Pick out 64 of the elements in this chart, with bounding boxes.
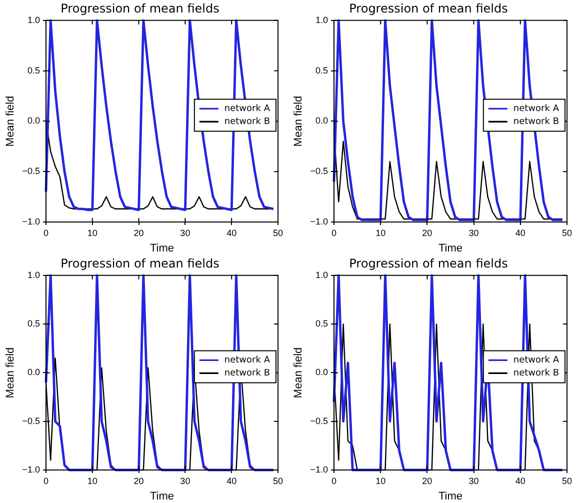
y-tick-label: 0.5 [315,65,328,76]
y-tick-label: 0.0 [27,116,40,126]
x-tick-label: 0 [43,228,48,238]
x-tick-label: 50 [562,476,572,486]
x-tick-label: 0 [43,476,48,486]
y-tick-label: 0.0 [27,367,40,378]
chart-title: Progression of mean fields [60,1,220,16]
y-tick-label: 0.5 [27,65,40,76]
y-tick-label: −0.5 [310,416,328,426]
chart-title: Progression of mean fields [349,1,508,16]
y-tick-label: −1.0 [310,216,328,226]
x-tick-label: 40 [515,476,526,486]
legend-label: network B [224,117,270,128]
y-axis-title: Mean field [292,347,305,398]
legend-label: network B [513,117,560,128]
x-tick-label: 10 [376,228,386,238]
x-tick-label: 10 [376,476,386,486]
y-axis-title: Mean field [4,96,17,147]
x-tick-label: 20 [422,476,432,486]
y-tick-label: −0.5 [22,416,40,426]
y-tick-label: 0.0 [315,116,328,126]
y-tick-label: 0.5 [315,318,328,329]
y-tick-label: −1.0 [310,464,328,474]
y-tick-label: 1.0 [27,270,40,280]
x-tick-label: 20 [134,228,144,238]
legend-label: network A [224,356,271,366]
x-tick-label: 0 [331,476,336,486]
x-tick-label: 20 [134,476,144,486]
legend-label: network A [513,356,560,366]
x-axis-title: Time [150,490,174,502]
x-tick-label: 30 [468,476,479,486]
y-tick-label: 1.0 [315,14,328,25]
x-axis-title: Time [438,242,463,254]
y-tick-label: −1.0 [22,464,40,474]
legend-label: network B [513,368,560,379]
x-tick-label: 50 [272,228,284,238]
x-tick-label: 10 [87,228,98,238]
x-tick-label: 40 [515,228,526,238]
y-axis-title: Mean field [4,347,17,398]
x-tick-label: 40 [226,476,237,486]
chart-title: Progression of mean fields [60,256,220,270]
y-tick-label: 1.0 [27,14,40,25]
x-tick-label: 0 [331,228,336,238]
x-tick-label: 50 [272,476,284,486]
x-axis-title: Time [150,242,174,254]
y-tick-label: 0.5 [27,318,40,329]
legend-label: network A [513,104,560,114]
x-tick-label: 20 [422,228,432,238]
x-axis-title: Time [438,490,463,502]
x-tick-label: 40 [226,228,237,238]
y-tick-label: 1.0 [315,270,328,280]
legend-label: network A [224,104,271,114]
x-tick-label: 30 [180,228,190,238]
legend-label: network B [224,368,270,379]
x-tick-label: 30 [180,476,190,486]
y-axis-title: Mean field [292,96,305,147]
x-tick-label: 50 [562,228,572,238]
chart-title: Progression of mean fields [349,256,508,270]
y-tick-label: −0.5 [22,166,40,176]
y-tick-label: −1.0 [22,216,40,226]
x-tick-label: 30 [468,228,479,238]
y-tick-label: −0.5 [310,166,328,176]
x-tick-label: 10 [87,476,98,486]
y-tick-label: 0.0 [315,367,328,378]
